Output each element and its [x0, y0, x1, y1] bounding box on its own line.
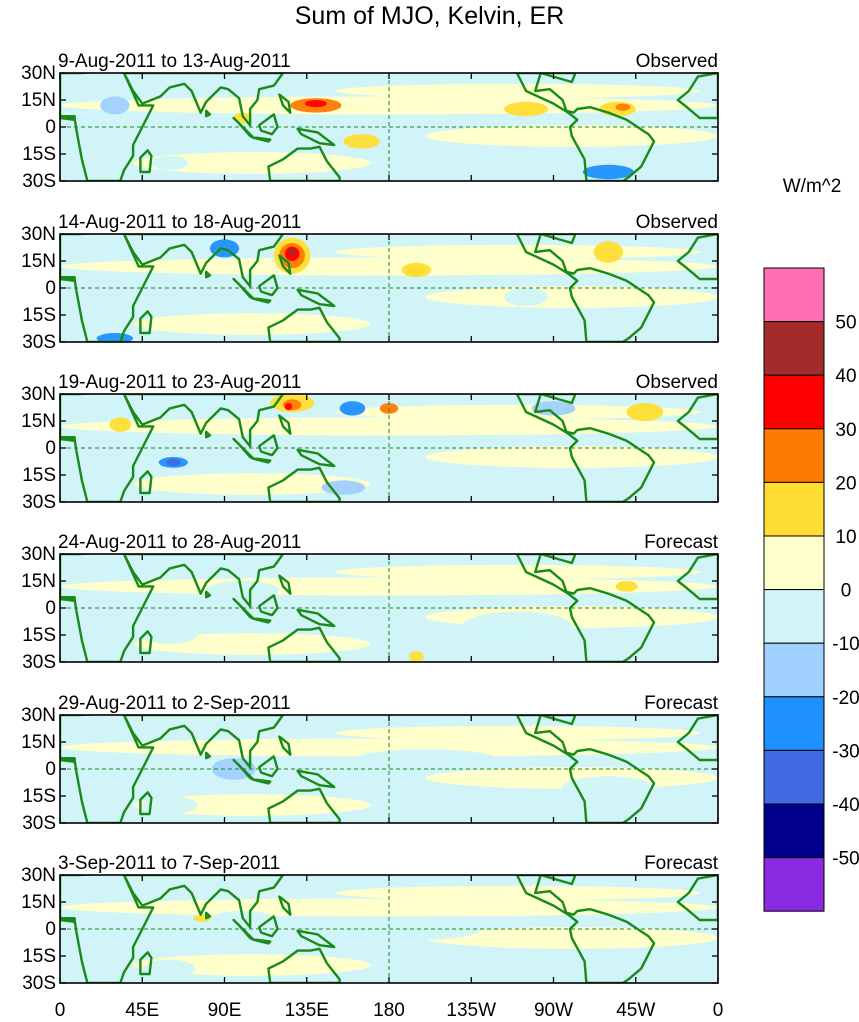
- lat-tick-label: 0: [45, 598, 56, 619]
- lat-tick-label: 15N: [21, 892, 56, 913]
- colorbar-swatch: [763, 321, 825, 376]
- colorbar-level-label: -50: [832, 849, 859, 870]
- colorbar-swatch: [763, 481, 825, 537]
- colorbar-level-label: 50: [835, 313, 856, 334]
- colorbar-units: W/m^2: [783, 176, 842, 197]
- map-panel: 19-Aug-2011 to 23-Aug-2011 Observed 30N 15N…: [21, 372, 719, 513]
- lat-tick-label: 30N: [21, 224, 56, 245]
- lat-tick-label: 15S: [22, 144, 56, 165]
- colorbar-level-label: 20: [835, 473, 856, 494]
- colorbar-level-label: 30: [835, 420, 856, 441]
- lat-tick-label: 30S: [22, 813, 56, 834]
- lon-tick-label: 45E: [125, 1000, 159, 1021]
- lat-tick-label: 15N: [21, 90, 56, 111]
- colorbar-swatch: [763, 749, 825, 805]
- lat-tick-label: 0: [45, 117, 56, 138]
- panel-date-range: 9-Aug-2011 to 13-Aug-2011: [58, 51, 291, 72]
- panel-date-range: 19-Aug-2011 to 23-Aug-2011: [58, 372, 301, 393]
- colorbar-swatch: [763, 589, 825, 644]
- panel-type-label: Observed: [636, 372, 718, 393]
- colorbar-swatch: [763, 803, 825, 859]
- lat-tick-label: 30S: [22, 332, 56, 353]
- map-panel: 9-Aug-2011 to 13-Aug-2011 Observed 30N 15N 0…: [21, 51, 719, 192]
- colorbar-swatch: [763, 535, 825, 591]
- lat-tick-label: 0: [45, 438, 56, 459]
- lon-tick-label: 135E: [285, 1000, 329, 1021]
- colorbar-level-label: -20: [832, 688, 859, 709]
- colorbar-swatch: [763, 267, 825, 323]
- lat-tick-label: 15S: [22, 625, 56, 646]
- panel-type-label: Forecast: [644, 693, 719, 714]
- colorbar-swatch: [763, 428, 825, 483]
- lon-tick-label: 0: [55, 1000, 66, 1021]
- map-panel: 29-Aug-2011 to 2-Sep-2011 Forecast 30N 15N 0…: [21, 693, 719, 834]
- panel-date-range: 14-Aug-2011 to 18-Aug-2011: [58, 212, 301, 233]
- colorbar-swatch: [763, 696, 825, 751]
- panel-date-range: 3-Sep-2011 to 7-Sep-2011: [58, 853, 280, 874]
- lat-tick-label: 30N: [21, 705, 56, 726]
- colorbar-level-label: 40: [835, 366, 856, 387]
- lon-tick-label: 180: [373, 1000, 405, 1021]
- lat-tick-label: 30S: [22, 652, 56, 673]
- colorbar-level-label: 0: [841, 581, 852, 602]
- lat-tick-label: 15N: [21, 732, 56, 753]
- map-panel: 14-Aug-2011 to 18-Aug-2011 Observed 30N 15N…: [21, 212, 719, 353]
- lon-tick-label: 90W: [534, 1000, 573, 1021]
- map-panel: 3-Sep-2011 to 7-Sep-2011 Forecast 30N 15N 0 1…: [21, 853, 719, 994]
- figure-title: Sum of MJO, Kelvin, ER: [294, 2, 565, 30]
- lat-tick-label: 30N: [21, 384, 56, 405]
- colorbar-swatch: [763, 642, 825, 698]
- lon-tick-label: 90E: [208, 1000, 242, 1021]
- colorbar-swatch: [763, 374, 825, 430]
- panel-type-label: Forecast: [644, 532, 719, 553]
- colorbar-level-label: -10: [832, 634, 859, 655]
- lat-tick-label: 15N: [21, 251, 56, 272]
- lon-tick-label: 45W: [616, 1000, 655, 1021]
- lat-tick-label: 30N: [21, 544, 56, 565]
- lat-tick-label: 0: [45, 919, 56, 940]
- colorbar-level-label: 10: [835, 527, 856, 548]
- lat-tick-label: 15N: [21, 571, 56, 592]
- lat-tick-label: 0: [45, 759, 56, 780]
- panel-type-label: Observed: [636, 51, 718, 72]
- lat-tick-label: 30N: [21, 865, 56, 886]
- panel-type-label: Forecast: [644, 853, 719, 874]
- lat-tick-label: 30N: [21, 63, 56, 84]
- panel-type-label: Observed: [636, 212, 718, 233]
- lat-tick-label: 15S: [22, 305, 56, 326]
- map-panel: 24-Aug-2011 to 28-Aug-2011 Forecast 30N 15N…: [21, 532, 719, 673]
- colorbar-level-label: -40: [832, 795, 859, 816]
- lon-tick-label: 0: [713, 1000, 724, 1021]
- lat-tick-label: 30S: [22, 492, 56, 513]
- panel-date-range: 29-Aug-2011 to 2-Sep-2011: [58, 693, 291, 714]
- lat-tick-label: 15S: [22, 465, 56, 486]
- lat-tick-label: 30S: [22, 171, 56, 192]
- colorbar-swatch: [763, 857, 825, 912]
- lat-tick-label: 15S: [22, 786, 56, 807]
- lat-tick-label: 30S: [22, 973, 56, 994]
- lon-tick-label: 135W: [446, 1000, 496, 1021]
- panel-date-range: 24-Aug-2011 to 28-Aug-2011: [58, 532, 301, 553]
- lat-tick-label: 15S: [22, 946, 56, 967]
- lat-tick-label: 15N: [21, 411, 56, 432]
- lat-tick-label: 0: [45, 278, 56, 299]
- colorbar-level-label: -30: [832, 741, 859, 762]
